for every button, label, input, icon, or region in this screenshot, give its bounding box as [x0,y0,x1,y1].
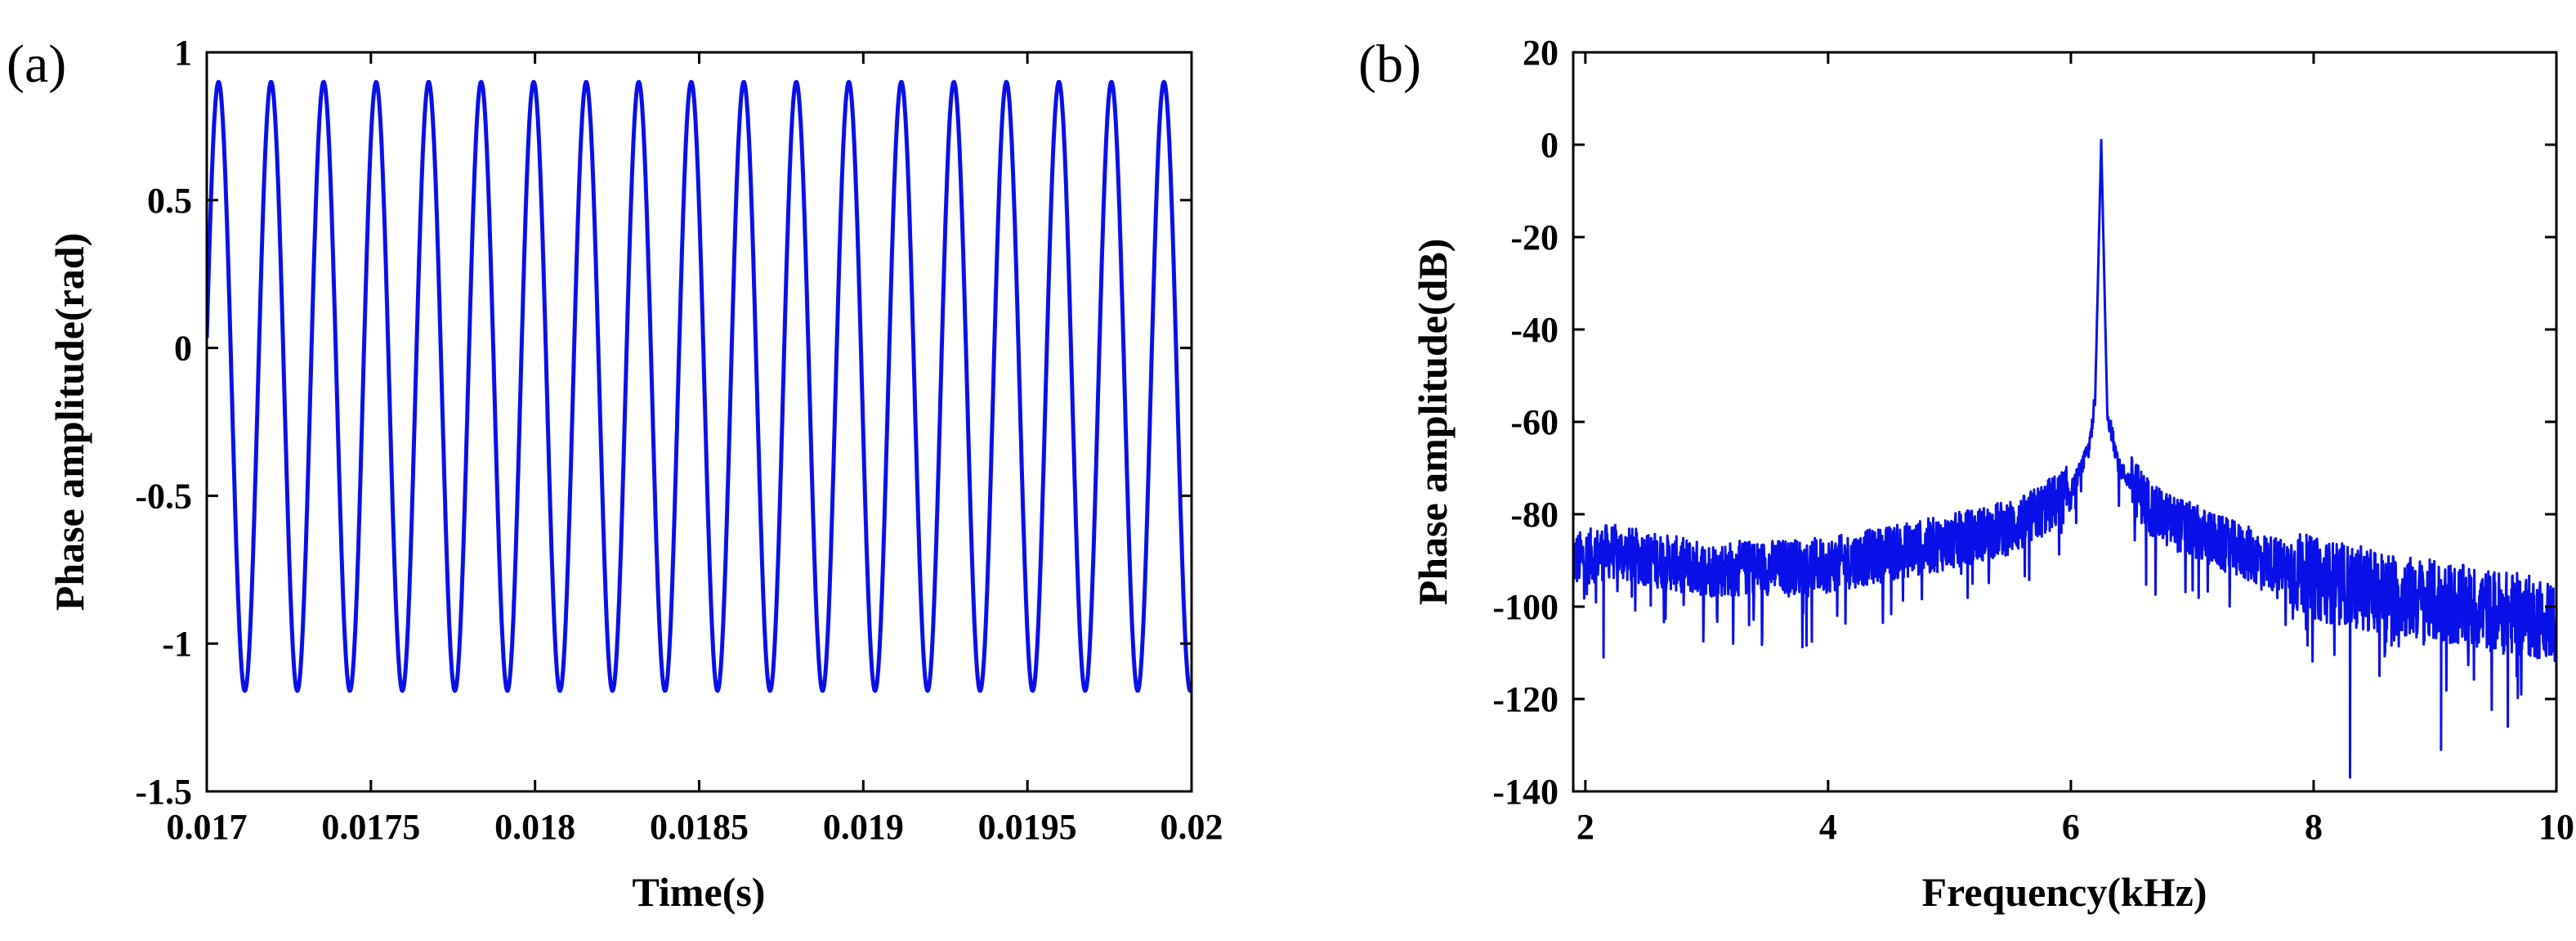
panel-a-ticks: 0.017 0.0175 0.018 0.0185 0.019 0.0195 0.02 1 0.… [135,33,1223,847]
panel-a-ylabel: Phase amplitude(rad) [47,233,92,612]
panel-b-xtick-label: 4 [1819,807,1837,847]
panel-b-plot-area [1573,138,2556,779]
panel-b-ytick-label: -20 [1510,217,1559,258]
panel-a-label: (a) [7,34,66,94]
panel-a-xtick-label: 0.02 [1161,807,1223,847]
panel-b-ytick-label: -60 [1510,402,1559,442]
panel-b-ytick-label: 20 [1523,33,1559,73]
panel-a-ytick-label: 0.5 [147,181,192,221]
panel-b-ytick-label: -120 [1492,679,1559,719]
panel-b-ytick-label: -40 [1510,310,1559,350]
panel-a: (a) 0.017 0.0175 0.018 0.0185 0.019 0.0195 0.0… [7,33,1223,915]
panel-b: (b) 2 4 6 8 10 20 0 -20 -40 -60 -80 -100 -120 -140 Fr… [1358,33,2574,915]
panel-a-ytick-label: -1 [162,624,192,664]
panel-a-ytick-label: 1 [174,33,192,73]
panel-b-label: (b) [1358,34,1421,94]
panel-b-xtick-label: 8 [2305,807,2323,847]
panel-a-xtick-label: 0.017 [167,807,248,847]
panel-b-ylabel: Phase amplitude(dB) [1410,239,1456,606]
panel-a-xtick-label: 0.018 [494,807,575,847]
panel-a-xtick-label: 0.0185 [650,807,749,847]
panel-a-xtick-label: 0.019 [823,807,904,847]
panel-b-ytick-label: -100 [1492,587,1559,627]
panel-b-frame [1572,51,2558,793]
panel-b-xtick-label: 6 [2062,807,2080,847]
panel-a-series-line [207,79,1192,693]
panel-b-ytick-label: -80 [1510,495,1559,535]
panel-a-ytick-label: -0.5 [135,476,192,516]
panel-a-ytick-label: 0 [174,329,192,369]
panel-b-series-line [1573,138,2556,779]
panel-a-xtick-label: 0.0175 [321,807,420,847]
panel-b-ytick-label: 0 [1541,125,1559,165]
panel-a-ytick-label: -1.5 [135,772,192,812]
panel-b-xtick-label: 2 [1576,807,1594,847]
panel-a-plot-area [207,79,1192,693]
panel-b-xlabel: Frequency(kHz) [1921,869,2207,915]
panel-a-xlabel: Time(s) [633,869,766,915]
panel-a-xtick-label: 0.0195 [978,807,1077,847]
panel-b-ytick-label: -140 [1492,772,1559,812]
panel-b-xtick-label: 10 [2538,807,2574,847]
panel-b-ticks: 2 4 6 8 10 20 0 -20 -40 -60 -80 -100 -120 -140 [1492,33,2574,847]
